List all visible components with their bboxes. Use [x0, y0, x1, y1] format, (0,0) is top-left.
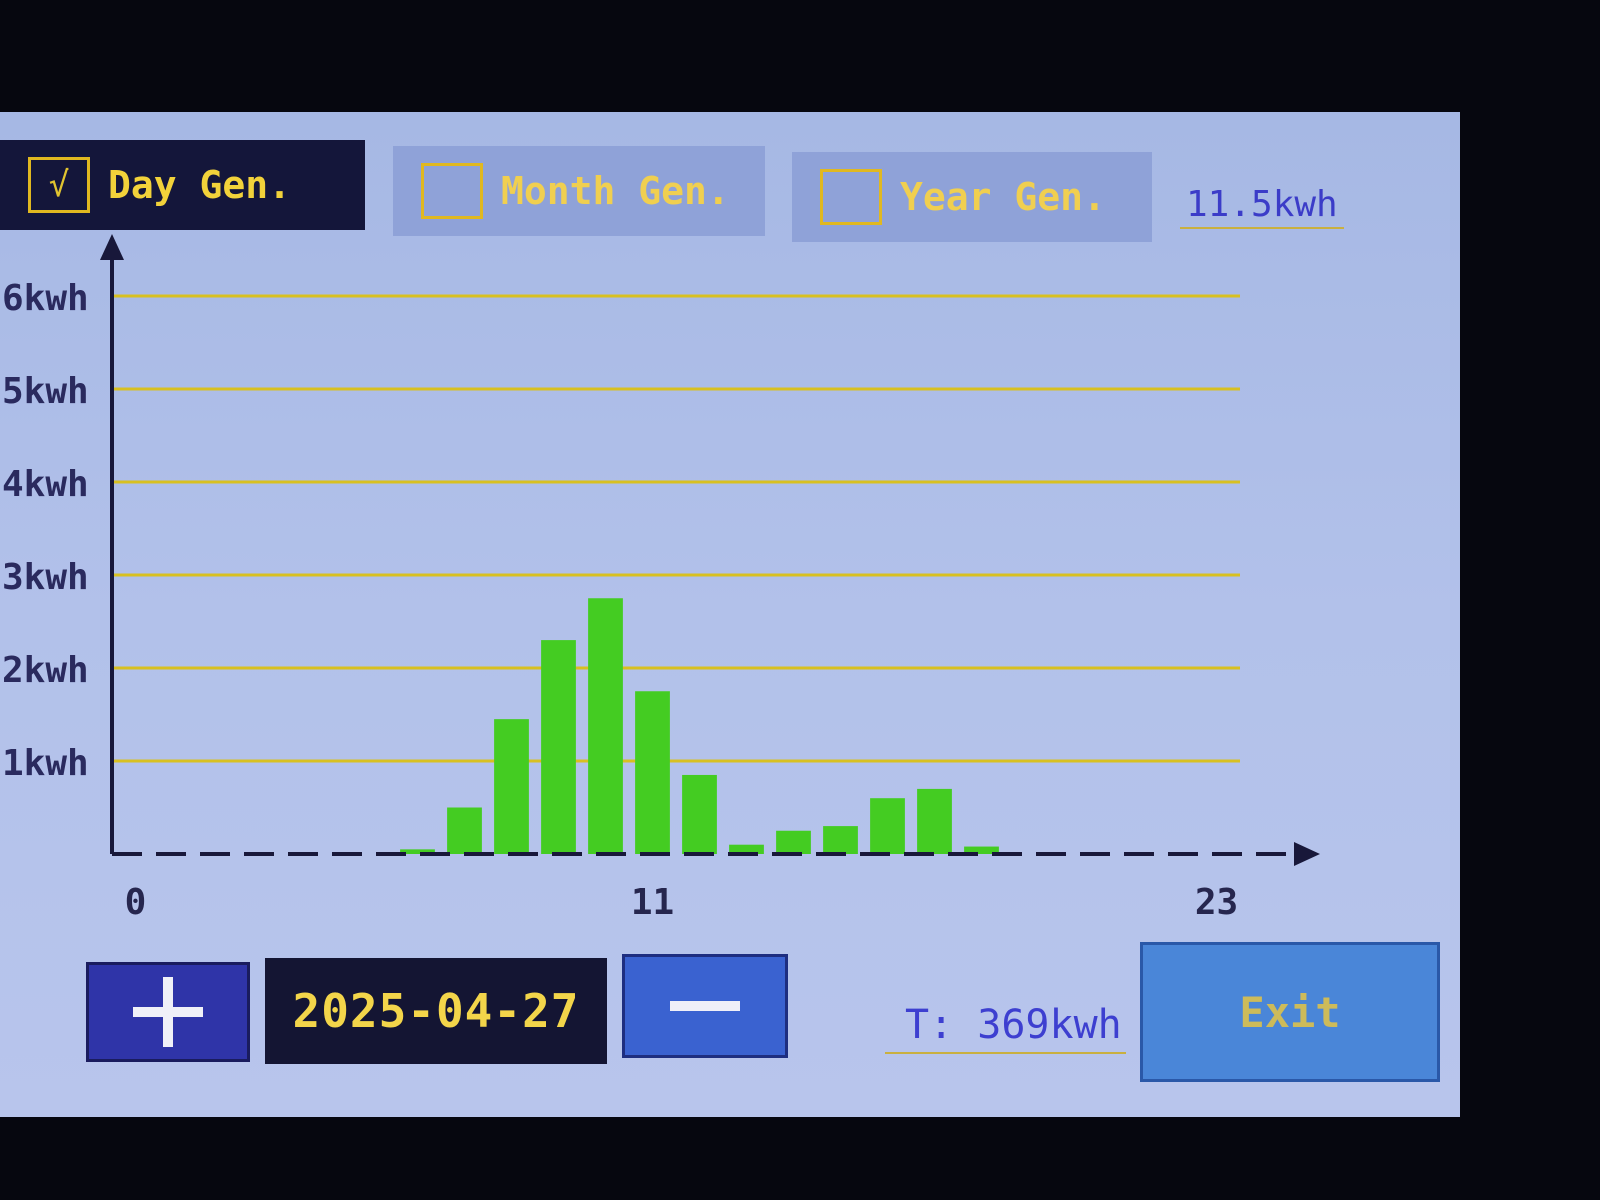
bar-hour-17	[917, 788, 952, 854]
x-tick-label: 11	[631, 882, 674, 923]
x-axis-arrow	[1294, 842, 1320, 866]
y-tick-label: 1kwh	[2, 743, 89, 784]
date-display[interactable]: 2025-04-27	[265, 958, 607, 1064]
check-icon: √	[48, 165, 70, 205]
plus-icon	[133, 977, 203, 1047]
bar-hour-7	[447, 807, 482, 854]
bar-hour-8	[494, 719, 529, 854]
tab-month-gen[interactable]: Month Gen.	[393, 146, 765, 236]
y-axis-arrow	[100, 234, 124, 260]
y-tick-label: 4kwh	[2, 464, 89, 505]
y-tick-label: 2kwh	[2, 650, 89, 691]
y-tick-label: 5kwh	[2, 371, 89, 412]
day-gen-checkbox[interactable]: √	[28, 157, 90, 213]
bar-hour-13	[729, 844, 764, 854]
bar-hour-6	[400, 849, 435, 854]
x-tick-label: 23	[1195, 882, 1238, 923]
bar-hour-18	[964, 846, 999, 854]
y-tick-label: 3kwh	[2, 557, 89, 598]
tab-day-gen-label: Day Gen.	[108, 163, 292, 207]
x-tick-label: 0	[125, 882, 147, 923]
date-increment-button[interactable]	[86, 962, 250, 1062]
y-tick-label: 6kwh	[2, 278, 89, 319]
bar-hour-12	[682, 774, 717, 854]
total-generation-value: T: 369kwh	[885, 1002, 1126, 1054]
tab-month-gen-label: Month Gen.	[501, 169, 730, 213]
date-decrement-button[interactable]	[622, 954, 788, 1058]
tab-year-gen-label: Year Gen.	[900, 175, 1106, 219]
bar-hour-14	[776, 830, 811, 854]
month-gen-checkbox[interactable]	[421, 163, 483, 219]
tab-day-gen[interactable]: √ Day Gen.	[0, 140, 365, 230]
bar-hour-10	[588, 598, 623, 854]
bar-hour-11	[635, 691, 670, 854]
bar-hour-9	[541, 640, 576, 854]
bar-hour-15	[823, 826, 858, 854]
inverter-screen: √ Day Gen. Month Gen. Year Gen. 11.5kwh …	[0, 112, 1460, 1117]
tab-year-gen[interactable]: Year Gen.	[792, 152, 1152, 242]
day-total-value: 11.5kwh	[1180, 184, 1344, 229]
day-generation-chart: 1kwh 2kwh 3kwh 4kwh 5kwh 6kwh 0 11 23	[2, 234, 1320, 923]
year-gen-checkbox[interactable]	[820, 169, 882, 225]
exit-button[interactable]: Exit	[1140, 942, 1440, 1082]
minus-icon	[670, 1001, 740, 1011]
bar-hour-16	[870, 798, 905, 854]
